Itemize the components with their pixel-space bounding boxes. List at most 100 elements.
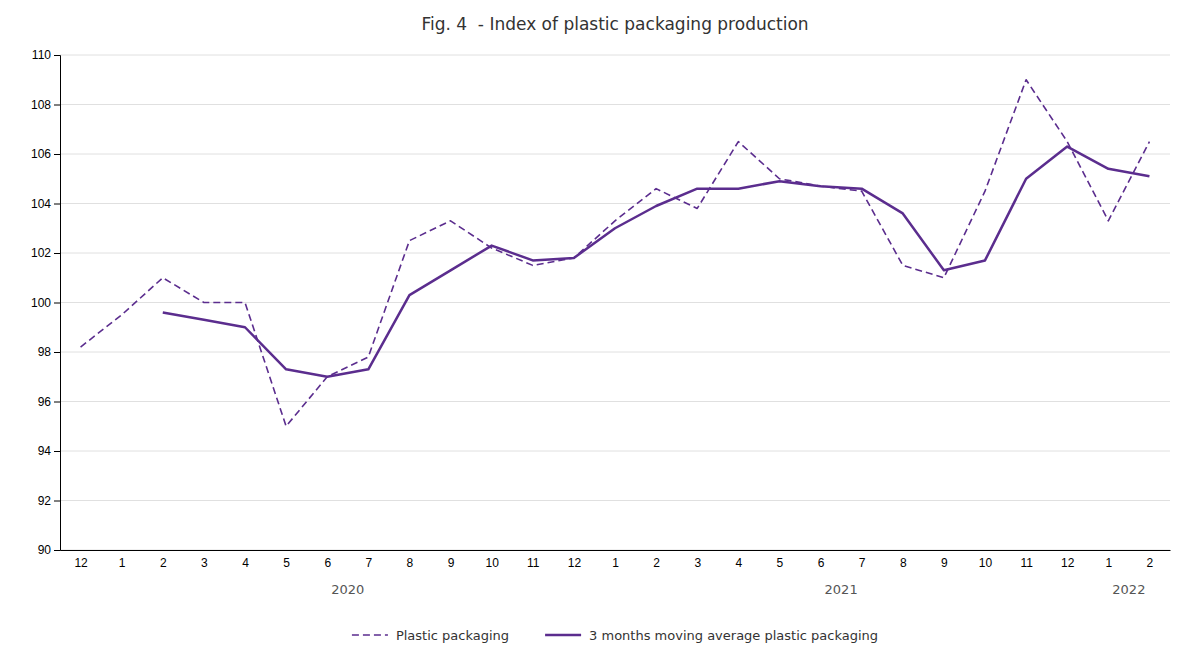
tick-mark xyxy=(54,55,60,56)
legend-swatch xyxy=(352,634,388,636)
tick: 8 xyxy=(407,550,414,570)
tick-label: 11 xyxy=(1020,556,1033,570)
grid-line xyxy=(60,500,1170,501)
tick: 3 xyxy=(694,550,701,570)
tick-label: 8 xyxy=(900,556,907,570)
tick-label: 6 xyxy=(818,556,825,570)
tick-label: 90 xyxy=(38,543,52,557)
tick-mark xyxy=(54,550,60,551)
grid-line xyxy=(60,253,1170,254)
tick: 96 xyxy=(38,395,60,409)
tick-label: 108 xyxy=(31,98,51,112)
tick: 106 xyxy=(31,147,60,161)
tick: 4 xyxy=(242,550,249,570)
tick-label: 7 xyxy=(365,556,372,570)
tick: 1 xyxy=(1105,550,1112,570)
tick-mark xyxy=(54,303,60,304)
tick: 104 xyxy=(31,197,60,211)
tick: 2 xyxy=(160,550,167,570)
tick: 94 xyxy=(38,444,60,458)
tick: 11 xyxy=(527,550,540,570)
tick-mark xyxy=(54,154,60,155)
tick-label: 1 xyxy=(119,556,126,570)
tick: 9 xyxy=(448,550,455,570)
tick: 90 xyxy=(38,543,60,557)
tick: 102 xyxy=(31,246,60,260)
tick-label: 100 xyxy=(31,296,51,310)
x-axis: 1212345678910111212345678910111212 xyxy=(61,550,1171,570)
tick: 2 xyxy=(653,550,660,570)
annotation: 2022 xyxy=(1112,582,1145,597)
tick: 9 xyxy=(941,550,948,570)
tick: 100 xyxy=(31,296,60,310)
tick: 10 xyxy=(485,550,499,570)
tick-label: 5 xyxy=(283,556,290,570)
tick-label: 4 xyxy=(735,556,742,570)
tick-label: 98 xyxy=(38,345,52,359)
tick: 12 xyxy=(74,550,88,570)
tick-label: 12 xyxy=(568,556,582,570)
tick-label: 2 xyxy=(653,556,660,570)
tick: 98 xyxy=(38,345,60,359)
grid-line xyxy=(60,352,1170,353)
series-line xyxy=(163,147,1150,377)
tick-label: 92 xyxy=(38,494,52,508)
tick-label: 106 xyxy=(31,147,51,161)
series-group xyxy=(81,80,1150,427)
series-line xyxy=(81,80,1150,427)
tick: 6 xyxy=(818,550,825,570)
tick-label: 2 xyxy=(160,556,167,570)
tick-label: 3 xyxy=(694,556,701,570)
grid-line xyxy=(60,154,1170,155)
tick-mark xyxy=(54,352,60,353)
tick: 5 xyxy=(283,550,290,570)
grid-line xyxy=(60,104,1170,105)
tick: 6 xyxy=(324,550,331,570)
tick: 7 xyxy=(365,550,372,570)
legend: Plastic packaging 3 months moving average… xyxy=(352,628,878,643)
tick: 1 xyxy=(612,550,619,570)
tick-mark xyxy=(54,501,60,502)
grid-line xyxy=(60,550,1170,551)
tick-label: 7 xyxy=(859,556,866,570)
tick: 7 xyxy=(859,550,866,570)
tick-label: 6 xyxy=(324,556,331,570)
annotation: 2020 xyxy=(331,582,364,597)
grid-line xyxy=(60,203,1170,204)
tick-label: 94 xyxy=(38,444,52,458)
axis-line xyxy=(61,550,1171,551)
legend-label: Plastic packaging xyxy=(396,628,509,643)
tick-mark xyxy=(54,451,60,452)
tick-label: 5 xyxy=(777,556,784,570)
plot: 9092949698100102104106108110121234567891… xyxy=(31,48,1171,597)
grid-line xyxy=(60,451,1170,452)
tick-label: 96 xyxy=(38,395,52,409)
tick: 108 xyxy=(31,98,60,112)
legend-swatch xyxy=(545,634,581,637)
tick: 10 xyxy=(979,550,993,570)
tick-label: 4 xyxy=(242,556,249,570)
axis-line xyxy=(54,56,61,551)
tick-mark xyxy=(54,204,60,205)
tick: 92 xyxy=(38,494,60,508)
legend-item: Plastic packaging xyxy=(352,628,509,643)
tick: 1 xyxy=(119,550,126,570)
tick-label: 1 xyxy=(612,556,619,570)
tick-label: 9 xyxy=(941,556,948,570)
tick: 2 xyxy=(1147,550,1154,570)
tick-label: 102 xyxy=(31,246,51,260)
grid-line xyxy=(60,401,1170,402)
grid-line xyxy=(60,55,1170,56)
tick: 110 xyxy=(32,48,60,62)
grid xyxy=(60,55,1170,550)
tick-label: 104 xyxy=(31,197,51,211)
tick-label: 11 xyxy=(527,556,540,570)
tick-label: 110 xyxy=(32,48,51,62)
tick-label: 3 xyxy=(201,556,208,570)
legend-label: 3 months moving average plastic packagin… xyxy=(589,628,878,643)
annotation: 2021 xyxy=(825,582,858,597)
tick: 3 xyxy=(201,550,208,570)
tick-label: 2 xyxy=(1147,556,1154,570)
chart: 9092949698100102104106108110121234567891… xyxy=(0,0,1200,670)
tick-label: 1 xyxy=(1105,556,1112,570)
